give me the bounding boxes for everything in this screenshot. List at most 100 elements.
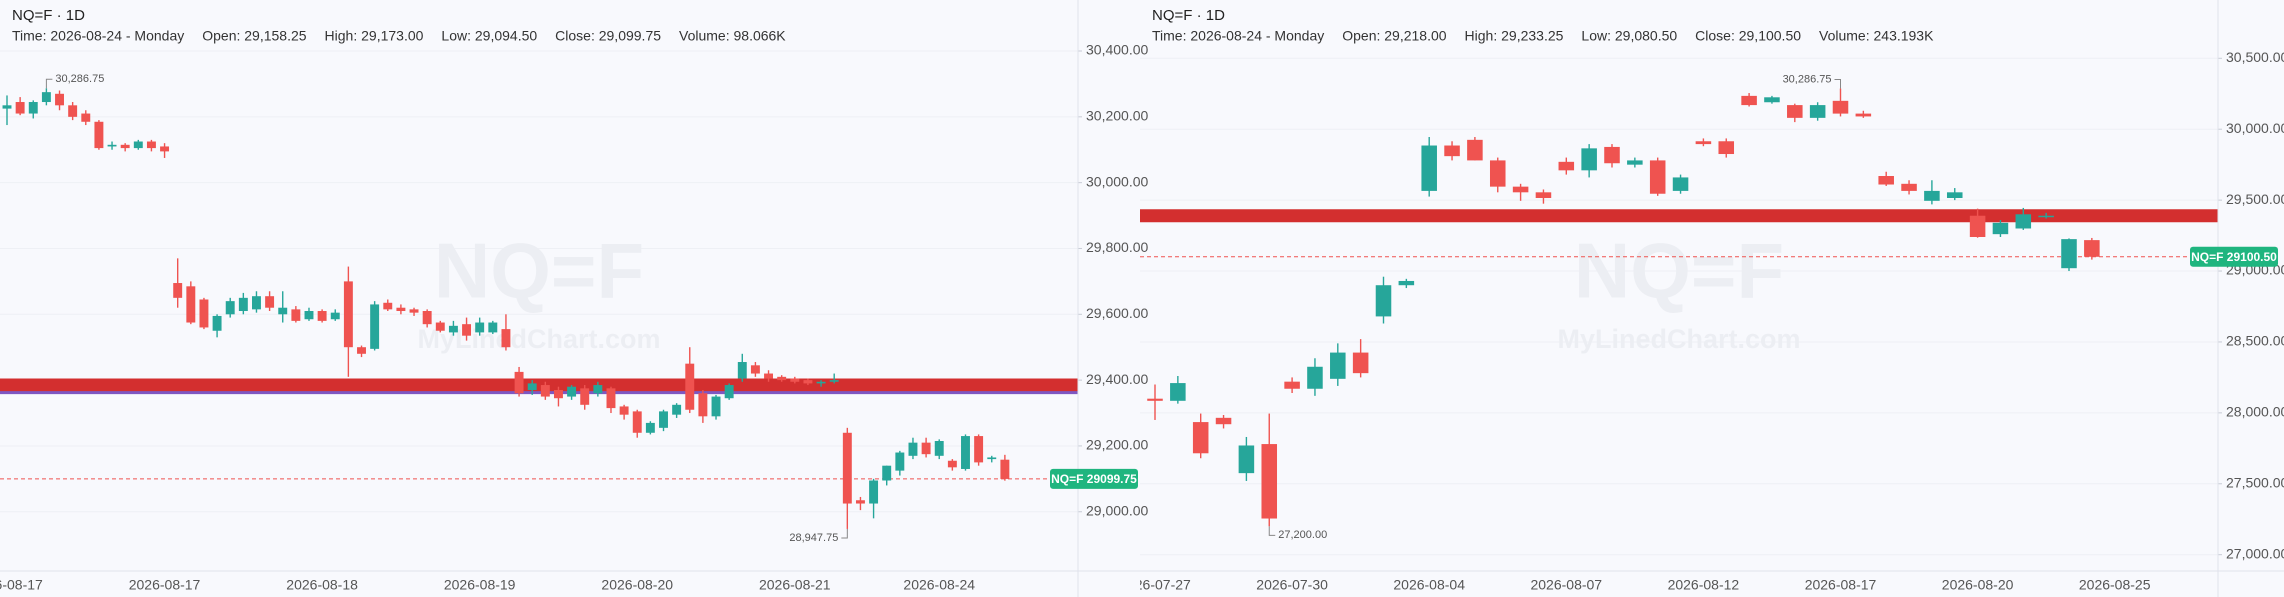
candle-body	[842, 432, 852, 504]
chart-title: NQ=F · 1D	[12, 7, 85, 24]
candle-body	[593, 385, 603, 394]
candle-body	[527, 383, 537, 390]
candle-body	[869, 480, 879, 504]
x-tick-label: 2026-08-04	[1393, 577, 1465, 593]
candle-body	[212, 315, 222, 331]
candle-body	[803, 380, 813, 384]
y-tick-label: 27,000.00	[2226, 545, 2284, 561]
candle-body	[1878, 176, 1894, 185]
candle-body	[81, 113, 91, 122]
candle-body	[540, 385, 550, 397]
candle-body	[55, 93, 64, 106]
candle-body	[1672, 177, 1689, 191]
candle-body	[659, 411, 668, 428]
watermark-symbol: NQ=F	[434, 227, 644, 315]
header-info: Close: 29,099.75	[555, 28, 661, 44]
header-info: Open: 29,158.25	[202, 28, 307, 44]
candle-body	[501, 329, 511, 348]
annotation-connector	[1834, 79, 1841, 89]
candle-body	[1215, 417, 1232, 425]
watermark-site: MyLinedChart.com	[1557, 324, 1800, 354]
candle-body	[1444, 145, 1460, 157]
candle-body	[750, 365, 760, 374]
candle-body	[1809, 105, 1826, 118]
header-info: Time: 2026-08-24 - Monday	[1152, 28, 1324, 44]
candle-body	[632, 411, 642, 433]
watermark-symbol: NQ=F	[1574, 227, 1784, 315]
candle-body	[1238, 445, 1255, 474]
candle-body	[619, 406, 629, 415]
x-tick-label: 2026-08-19	[444, 577, 516, 593]
y-tick-label: 29,800.00	[1086, 239, 1148, 255]
candle-body	[1604, 146, 1620, 164]
candle-body	[1969, 215, 1986, 237]
candle-body	[475, 322, 485, 333]
candle-body	[173, 283, 183, 298]
x-tick-label: 2026-07-27	[1119, 577, 1191, 593]
candle-body	[1421, 145, 1437, 191]
candle-body	[28, 102, 38, 114]
candle-body	[711, 396, 721, 417]
plot-area: NQ=F MyLinedChart.com 2026-08-17 2026-08-17…	[0, 50, 1078, 593]
candle-body	[396, 307, 406, 312]
candle-body	[2015, 214, 2032, 229]
candle-body	[291, 309, 301, 321]
candle-body	[961, 436, 970, 469]
y-tick-label: 30,000.00	[1086, 173, 1148, 189]
candle-body	[1307, 366, 1323, 389]
candle-body	[462, 324, 472, 336]
annotation-label: 27,200.00	[1278, 529, 1327, 541]
candle-body	[724, 385, 734, 399]
candle-body	[672, 404, 682, 415]
x-tick-label: 2026-08-20	[601, 577, 673, 593]
x-tick-label: 2026-08-12	[1668, 577, 1740, 593]
y-tick-label: 29,200.00	[1086, 437, 1148, 453]
candle-body	[987, 457, 997, 460]
candle-body	[1946, 192, 1963, 198]
annotation-connector	[841, 528, 848, 539]
candle-body	[1832, 100, 1849, 114]
candle-body	[934, 441, 944, 456]
candle-body	[1284, 381, 1300, 389]
candle-body	[1764, 97, 1780, 103]
x-tick-label: 2026-08-20	[1942, 577, 2014, 593]
candle-body	[698, 393, 708, 417]
plot-area: NQ=F MyLinedChart.com 2026-07-27 2026-07-30…	[1119, 57, 2218, 593]
candle-body	[1330, 352, 1346, 379]
candle-body	[1261, 444, 1278, 519]
candle-body	[448, 325, 458, 333]
candle-body	[882, 465, 892, 481]
candle-body	[68, 105, 78, 117]
annotation-label: 28,947.75	[789, 532, 838, 544]
x-tick-label: 2026-08-18	[286, 577, 358, 593]
candle-body	[343, 281, 353, 348]
y-tick-label: 29,500.00	[2226, 191, 2284, 207]
last-price-label: NQ=F 29100.50	[2191, 250, 2277, 264]
last-price-box	[2190, 246, 2278, 267]
candle-body	[1170, 383, 1186, 401]
x-tick-label: 2026-08-24	[903, 577, 975, 593]
candle-body	[1535, 192, 1552, 198]
header-info: Open: 29,218.00	[1342, 28, 1447, 44]
candle-body	[422, 311, 432, 325]
candle-body	[2, 105, 12, 109]
y-tick-label: 29,000.00	[1086, 502, 1148, 518]
candle-body	[94, 121, 104, 149]
candle-body	[225, 301, 235, 315]
candle-body	[199, 299, 209, 328]
candle-body	[1467, 139, 1483, 161]
candle-body	[41, 92, 51, 103]
candle-body	[304, 311, 314, 320]
x-tick-label: 2026-07-30	[1256, 577, 1328, 593]
candle-body	[829, 380, 839, 382]
candle-body	[1398, 280, 1415, 286]
candle-body	[383, 302, 393, 310]
candle-body	[265, 296, 275, 308]
candle-body	[186, 286, 196, 323]
y-tick-label: 29,400.00	[1086, 371, 1148, 387]
candle-body	[317, 311, 327, 321]
candle-body	[2061, 239, 2077, 269]
candle-body	[1718, 141, 1735, 155]
y-tick-label: 29,600.00	[1086, 305, 1148, 321]
